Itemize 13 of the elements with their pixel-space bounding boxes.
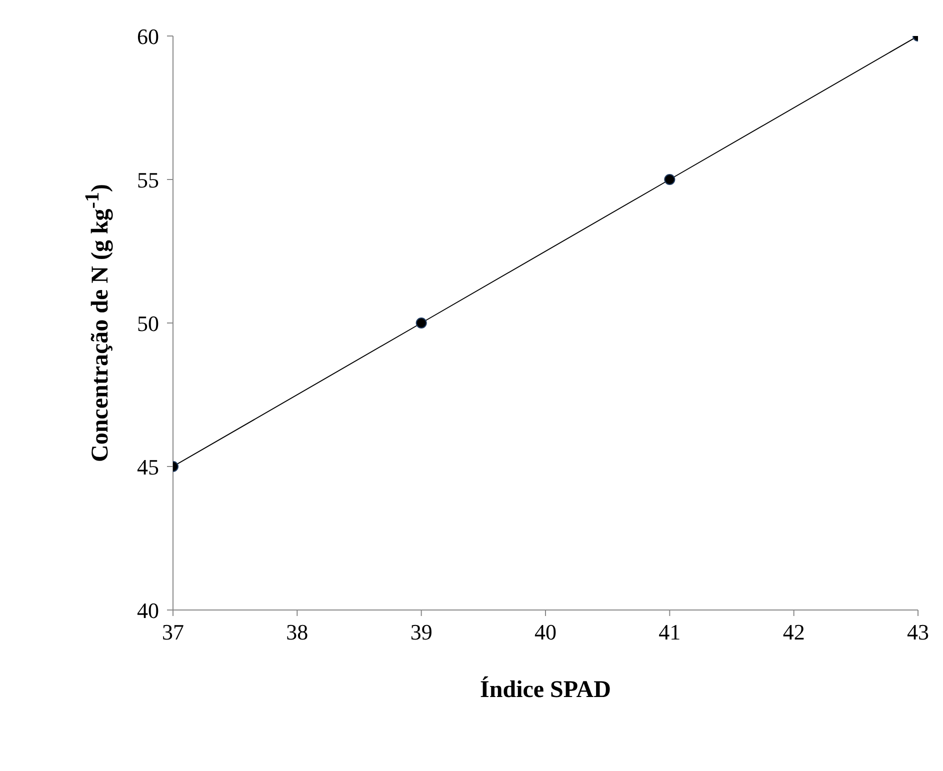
- y-tick-label: 45: [137, 454, 159, 480]
- y-tick-label: 55: [137, 167, 159, 192]
- x-tick-label: 42: [782, 620, 805, 645]
- y-tick-label: 50: [137, 310, 159, 336]
- x-axis-title: Índice SPAD: [480, 676, 611, 704]
- x-tick-label: 41: [658, 620, 681, 645]
- x-tick-label: 37: [162, 620, 184, 645]
- x-tick-label: 40: [534, 620, 556, 645]
- y-tick-label: 60: [137, 24, 159, 49]
- x-tick-label: 39: [410, 620, 432, 645]
- y-tick-label: 40: [137, 598, 159, 623]
- x-tick-label: 43: [907, 620, 929, 645]
- x-tick-label: 38: [286, 620, 308, 645]
